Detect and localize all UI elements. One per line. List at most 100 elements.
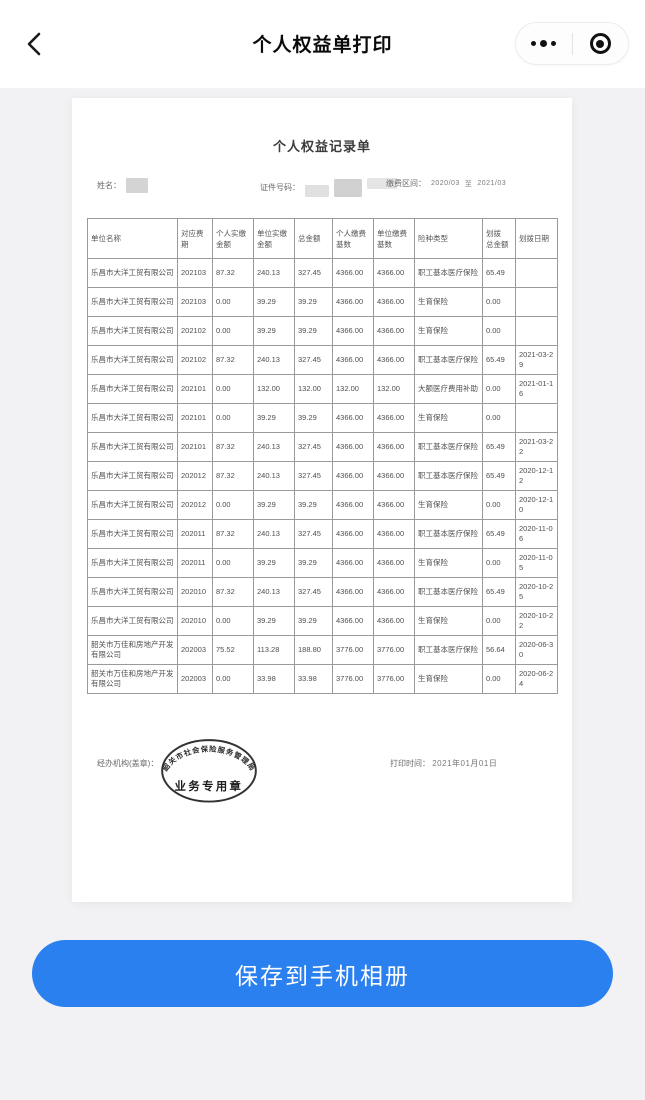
period-end: 2021/03 xyxy=(477,180,507,187)
capsule-divider xyxy=(571,32,573,55)
table-cell: 3776.00 xyxy=(373,664,415,694)
table-row: 乐昌市大洋工贸有限公司 202012 0.00 39.29 39.29 4366.00 43… xyxy=(87,490,558,520)
print-time-label: 打印时间： xyxy=(390,759,430,768)
table-cell: 202011 xyxy=(177,548,213,578)
table-cell: 2020-10-22 xyxy=(515,606,558,636)
table-cell: 87.32 xyxy=(212,577,254,607)
table-cell: 240.13 xyxy=(253,519,295,549)
name-label: 姓名： xyxy=(97,181,121,190)
table-cell: 生育保险 xyxy=(414,316,483,346)
agency-seal-label: 经办机构(盖章)： xyxy=(97,759,159,768)
table-cell: 39.29 xyxy=(294,316,333,346)
table-cell: 87.32 xyxy=(212,258,254,288)
back-chevron-icon xyxy=(27,32,41,56)
table-cell: 87.32 xyxy=(212,461,254,491)
table-cell: 39.29 xyxy=(253,548,295,578)
more-dots-icon xyxy=(531,40,557,47)
table-cell: 2021-03-29 xyxy=(515,345,558,375)
table-cell: 大额医疗费用补助 xyxy=(414,374,483,404)
id-number-field: 证件号码： xyxy=(260,178,397,197)
table-cell: 65.49 xyxy=(482,461,516,491)
table-cell: 职工基本医疗保险 xyxy=(414,461,483,491)
table-cell: 0.00 xyxy=(482,664,516,694)
table-cell: 4366.00 xyxy=(332,519,374,549)
back-button[interactable] xyxy=(14,24,54,64)
rights-table: 单位名称 对应费 期个人实缴 金额 单位实缴 金额 总金额 个人缴费 基数 单位缴费 基数… xyxy=(87,218,558,694)
table-cell: 240.13 xyxy=(253,432,295,462)
table-row: 乐昌市大洋工贸有限公司 202011 87.32 240.13 327.45 4366.0… xyxy=(87,519,558,549)
table-cell: 202103 xyxy=(177,287,213,317)
table-cell: 0.00 xyxy=(482,548,516,578)
save-to-album-button[interactable]: 保存到手机相册 xyxy=(32,940,613,1007)
table-cell: 乐昌市大洋工贸有限公司 xyxy=(87,403,178,433)
table-cell: 2020-06-30 xyxy=(515,635,558,665)
table-cell: 4366.00 xyxy=(332,316,374,346)
table-row: 乐昌市大洋工贸有限公司 202103 87.32 240.13 327.45 4366.0… xyxy=(87,258,558,288)
navbar: 个人权益单打印 xyxy=(0,0,645,88)
period-to: 至 xyxy=(464,180,473,188)
table-cell: 87.32 xyxy=(212,345,254,375)
redacted-id-block xyxy=(367,178,397,189)
table-row: 乐昌市大洋工贸有限公司 202103 0.00 39.29 39.29 4366.00 43… xyxy=(87,287,558,317)
table-cell: 4366.00 xyxy=(373,461,415,491)
table-row: 乐昌市大洋工贸有限公司 202101 0.00 132.00 132.00 132.00 1… xyxy=(87,374,558,404)
print-time: 打印时间： 2021年01月01日 xyxy=(390,758,497,769)
table-cell: 0.00 xyxy=(482,606,516,636)
table-cell: 2020-12-12 xyxy=(515,461,558,491)
table-cell: 乐昌市大洋工贸有限公司 xyxy=(87,287,178,317)
table-header-cell: 单位实缴 金额 xyxy=(253,218,295,259)
table-cell xyxy=(515,258,558,288)
table-cell: 韶关市万佳和房地产开发有限公司 xyxy=(87,635,178,665)
table-cell: 202010 xyxy=(177,577,213,607)
table-cell: 202003 xyxy=(177,635,213,665)
table-cell: 327.45 xyxy=(294,258,333,288)
table-body: 乐昌市大洋工贸有限公司 202103 87.32 240.13 327.45 4366.0… xyxy=(87,258,558,694)
table-row: 乐昌市大洋工贸有限公司 202102 0.00 39.29 39.29 4366.00 43… xyxy=(87,316,558,346)
table-row: 乐昌市大洋工贸有限公司 202010 0.00 39.29 39.29 4366.00 43… xyxy=(87,606,558,636)
table-cell: 202011 xyxy=(177,519,213,549)
table-cell: 2020-11-05 xyxy=(515,548,558,578)
table-cell: 4366.00 xyxy=(332,432,374,462)
table-cell: 0.00 xyxy=(212,606,254,636)
table-cell: 4366.00 xyxy=(373,548,415,578)
period-start: 2020/03 xyxy=(431,180,460,187)
table-cell: 65.49 xyxy=(482,432,516,462)
table-row: 韶关市万佳和房地产开发有限公司 202003 0.00 33.98 33.98 3776.… xyxy=(87,664,558,694)
table-cell: 乐昌市大洋工贸有限公司 xyxy=(87,461,178,491)
table-cell: 生育保险 xyxy=(414,548,483,578)
official-stamp: 韶关市社会保险服务管理局 业务专用章 xyxy=(160,739,257,803)
table-cell: 202003 xyxy=(177,664,213,694)
table-row: 乐昌市大洋工贸有限公司 202012 87.32 240.13 327.45 4366.0… xyxy=(87,461,558,491)
table-cell: 0.00 xyxy=(482,490,516,520)
table-row: 乐昌市大洋工贸有限公司 202101 87.32 240.13 327.45 4366.0… xyxy=(87,432,558,462)
table-cell: 39.29 xyxy=(253,490,295,520)
table-header-cell: 个人缴费 基数 xyxy=(332,218,374,259)
table-cell: 职工基本医疗保险 xyxy=(414,635,483,665)
table-cell: 4366.00 xyxy=(373,316,415,346)
table-cell: 240.13 xyxy=(253,577,295,607)
more-button[interactable] xyxy=(516,23,572,64)
table-cell: 188.80 xyxy=(294,635,333,665)
close-minimize-button[interactable] xyxy=(573,23,629,64)
table-cell: 生育保险 xyxy=(414,403,483,433)
table-header-cell: 对应费 期 xyxy=(177,218,213,259)
stamp-center-text: 业务专用章 xyxy=(175,779,244,793)
table-cell: 75.52 xyxy=(212,635,254,665)
document-title: 个人权益记录单 xyxy=(272,139,371,154)
table-cell: 乐昌市大洋工贸有限公司 xyxy=(87,548,178,578)
table-cell: 202102 xyxy=(177,345,213,375)
table-cell: 生育保险 xyxy=(414,490,483,520)
table-row: 乐昌市大洋工贸有限公司 202102 87.32 240.13 327.45 4366.0… xyxy=(87,345,558,375)
table-cell: 202102 xyxy=(177,316,213,346)
table-cell: 132.00 xyxy=(253,374,295,404)
table-cell: 39.29 xyxy=(294,548,333,578)
table-cell: 39.29 xyxy=(253,403,295,433)
table-cell: 4366.00 xyxy=(373,258,415,288)
table-cell: 240.13 xyxy=(253,461,295,491)
table-cell: 202012 xyxy=(177,461,213,491)
table-cell: 0.00 xyxy=(212,664,254,694)
table-cell: 4366.00 xyxy=(332,345,374,375)
table-cell: 2021-01-16 xyxy=(515,374,558,404)
document-preview: 个人权益记录单 姓名： 证件号码： 缴费区间： 2020/03 至 2021/0… xyxy=(72,98,572,902)
